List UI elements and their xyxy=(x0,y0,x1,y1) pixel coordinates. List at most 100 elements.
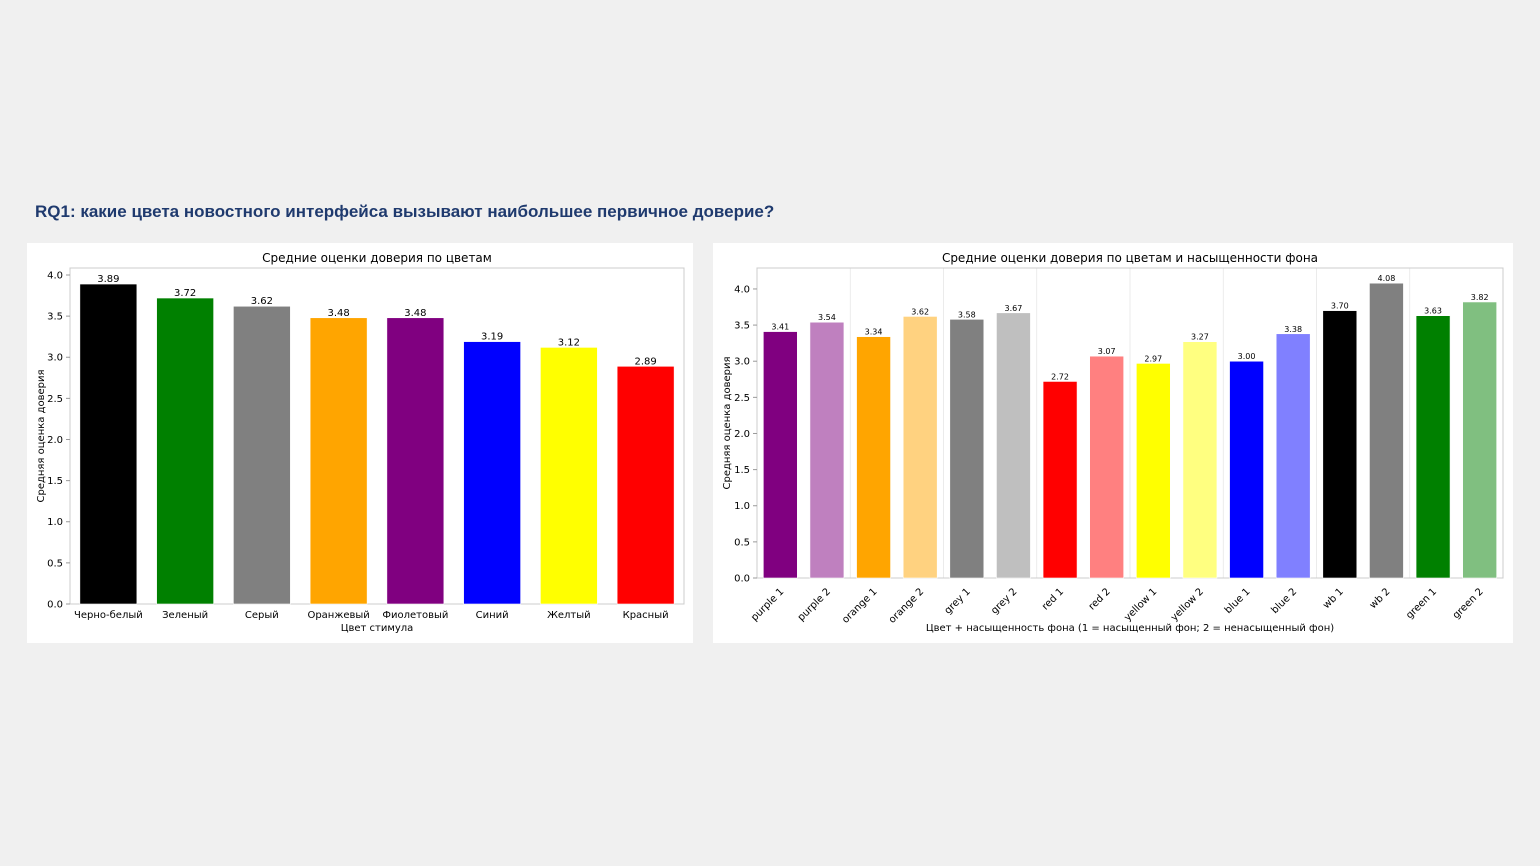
y-tick-label: 1.5 xyxy=(734,465,750,476)
bar-Синий xyxy=(463,341,521,605)
bar-value-label: 3.58 xyxy=(958,310,976,319)
x-tick-label: yellow 2 xyxy=(1169,586,1206,623)
y-tick-label: 2.5 xyxy=(47,394,63,405)
x-tick-label: red 1 xyxy=(1040,586,1066,612)
bar-yellow-1 xyxy=(1136,363,1171,579)
y-tick-label: 4.0 xyxy=(47,270,63,281)
y-tick-label: 2.0 xyxy=(47,435,63,446)
bar-purple-1 xyxy=(763,331,798,579)
y-axis-label: Средняя оценка доверия xyxy=(36,369,47,502)
x-tick-label: Красный xyxy=(623,610,669,621)
y-tick-label: 2.0 xyxy=(734,429,750,440)
bar-value-label: 3.89 xyxy=(97,274,119,285)
chart-title: Средние оценки доверия по цветам xyxy=(262,251,492,265)
y-tick-label: 1.5 xyxy=(47,476,63,487)
x-tick-label: purple 1 xyxy=(749,586,786,623)
y-tick-label: 2.5 xyxy=(734,393,750,404)
bar-value-label: 2.97 xyxy=(1144,354,1162,363)
bar-value-label: 3.27 xyxy=(1191,333,1209,342)
bar-Оранжевый xyxy=(309,317,368,605)
bar-grey-1 xyxy=(949,319,985,579)
plot-frame xyxy=(756,267,1504,579)
x-tick-label: grey 1 xyxy=(943,586,973,616)
bar-Серый xyxy=(233,305,291,605)
bar-Желтый xyxy=(540,347,598,605)
x-axis-label: Цвет + насыщенность фона (1 = насыщенный… xyxy=(926,623,1334,634)
bar-Зеленый xyxy=(156,297,214,605)
bar-value-label: 3.82 xyxy=(1471,293,1489,302)
x-tick-label: yellow 1 xyxy=(1122,586,1159,623)
y-tick-label: 3.5 xyxy=(734,321,750,332)
bar-chart-colors: Средние оценки доверия по цветам 0.0 0.5 1.… xyxy=(36,251,685,634)
bar-orange-1 xyxy=(856,336,891,579)
x-tick-label: red 2 xyxy=(1087,586,1113,612)
y-tick-label: 3.5 xyxy=(47,312,63,323)
x-tick-label: Фиолетовый xyxy=(382,610,448,621)
bar-wb-1 xyxy=(1322,310,1358,579)
bar-Красный xyxy=(616,365,675,605)
x-tick-label: orange 1 xyxy=(840,586,879,625)
x-tick-label: green 2 xyxy=(1451,586,1486,621)
x-tick-label: Черно-белый xyxy=(74,610,143,621)
bar-value-label: 3.07 xyxy=(1098,347,1116,356)
bar-value-label: 3.38 xyxy=(1284,325,1302,334)
x-axis-label: Цвет стимула xyxy=(341,623,414,634)
bar-value-label: 3.12 xyxy=(558,337,580,348)
bar-blue-2 xyxy=(1275,333,1311,579)
bar-value-label: 3.00 xyxy=(1238,352,1256,361)
x-tick-label: Оранжевый xyxy=(307,610,369,621)
y-tick-label: 0.0 xyxy=(734,574,750,585)
x-tick-label: Зеленый xyxy=(162,610,208,621)
x-tick-label: orange 2 xyxy=(887,586,926,625)
y-tick-label: 0.5 xyxy=(47,558,63,569)
bar-purple-2 xyxy=(809,321,845,579)
x-tick-label: Синий xyxy=(476,610,509,621)
bar-Фиолетовый xyxy=(386,317,445,605)
bar-yellow-2 xyxy=(1182,341,1218,579)
bar-value-label: 3.62 xyxy=(911,307,929,316)
x-tick-label: blue 2 xyxy=(1269,586,1299,616)
bar-value-label: 3.19 xyxy=(481,332,503,343)
bar-chart-colors-saturation: Средние оценки доверия по цветам и насыщ… xyxy=(722,251,1504,634)
bar-Черно-белый xyxy=(79,283,138,605)
x-tick-label: Серый xyxy=(245,610,279,621)
bar-green-2 xyxy=(1462,301,1497,579)
bar-value-label: 4.08 xyxy=(1378,274,1396,283)
bar-value-label: 3.41 xyxy=(771,323,789,332)
bar-wb-2 xyxy=(1369,282,1404,579)
bar-grey-2 xyxy=(996,312,1031,579)
y-tick-label: 1.0 xyxy=(47,517,63,528)
bar-value-label: 3.48 xyxy=(327,308,349,319)
x-tick-label: wb 2 xyxy=(1368,586,1393,611)
bar-value-label: 3.63 xyxy=(1424,307,1442,316)
bar-blue-1 xyxy=(1229,360,1264,579)
x-tick-label: blue 1 xyxy=(1223,586,1253,616)
bar-value-label: 3.48 xyxy=(404,308,426,319)
x-tick-label: Желтый xyxy=(547,610,591,621)
bar-green-1 xyxy=(1415,315,1451,579)
bar-red-2 xyxy=(1089,355,1124,579)
y-tick-label: 1.0 xyxy=(734,501,750,512)
y-tick-label: 0.0 xyxy=(47,600,63,611)
x-tick-label: purple 2 xyxy=(796,586,833,623)
y-tick-label: 4.0 xyxy=(734,284,750,295)
bar-value-label: 2.72 xyxy=(1051,372,1069,381)
chart-title: Средние оценки доверия по цветам и насыщ… xyxy=(942,251,1318,265)
bar-value-label: 2.89 xyxy=(634,356,656,367)
plot-frame xyxy=(69,267,685,605)
bar-value-label: 3.72 xyxy=(174,288,196,299)
bar-value-label: 3.70 xyxy=(1331,302,1349,311)
y-axis-label: Средняя оценка доверия xyxy=(722,356,733,489)
bar-value-label: 3.54 xyxy=(818,313,836,322)
y-tick-label: 3.0 xyxy=(47,353,63,364)
slide-title: RQ1: какие цвета новостного интерфейса в… xyxy=(35,202,775,221)
bar-orange-2 xyxy=(902,316,938,579)
bar-value-label: 3.67 xyxy=(1005,304,1023,313)
y-tick-label: 3.0 xyxy=(734,357,750,368)
y-tick-label: 0.5 xyxy=(734,537,750,548)
bar-red-1 xyxy=(1042,381,1078,579)
x-tick-label: green 1 xyxy=(1404,586,1439,621)
bar-value-label: 3.34 xyxy=(865,328,883,337)
chart-card-colors: Средние оценки доверия по цветам 0.0 0.5 1.… xyxy=(27,243,693,643)
x-tick-label: wb 1 xyxy=(1321,586,1346,611)
